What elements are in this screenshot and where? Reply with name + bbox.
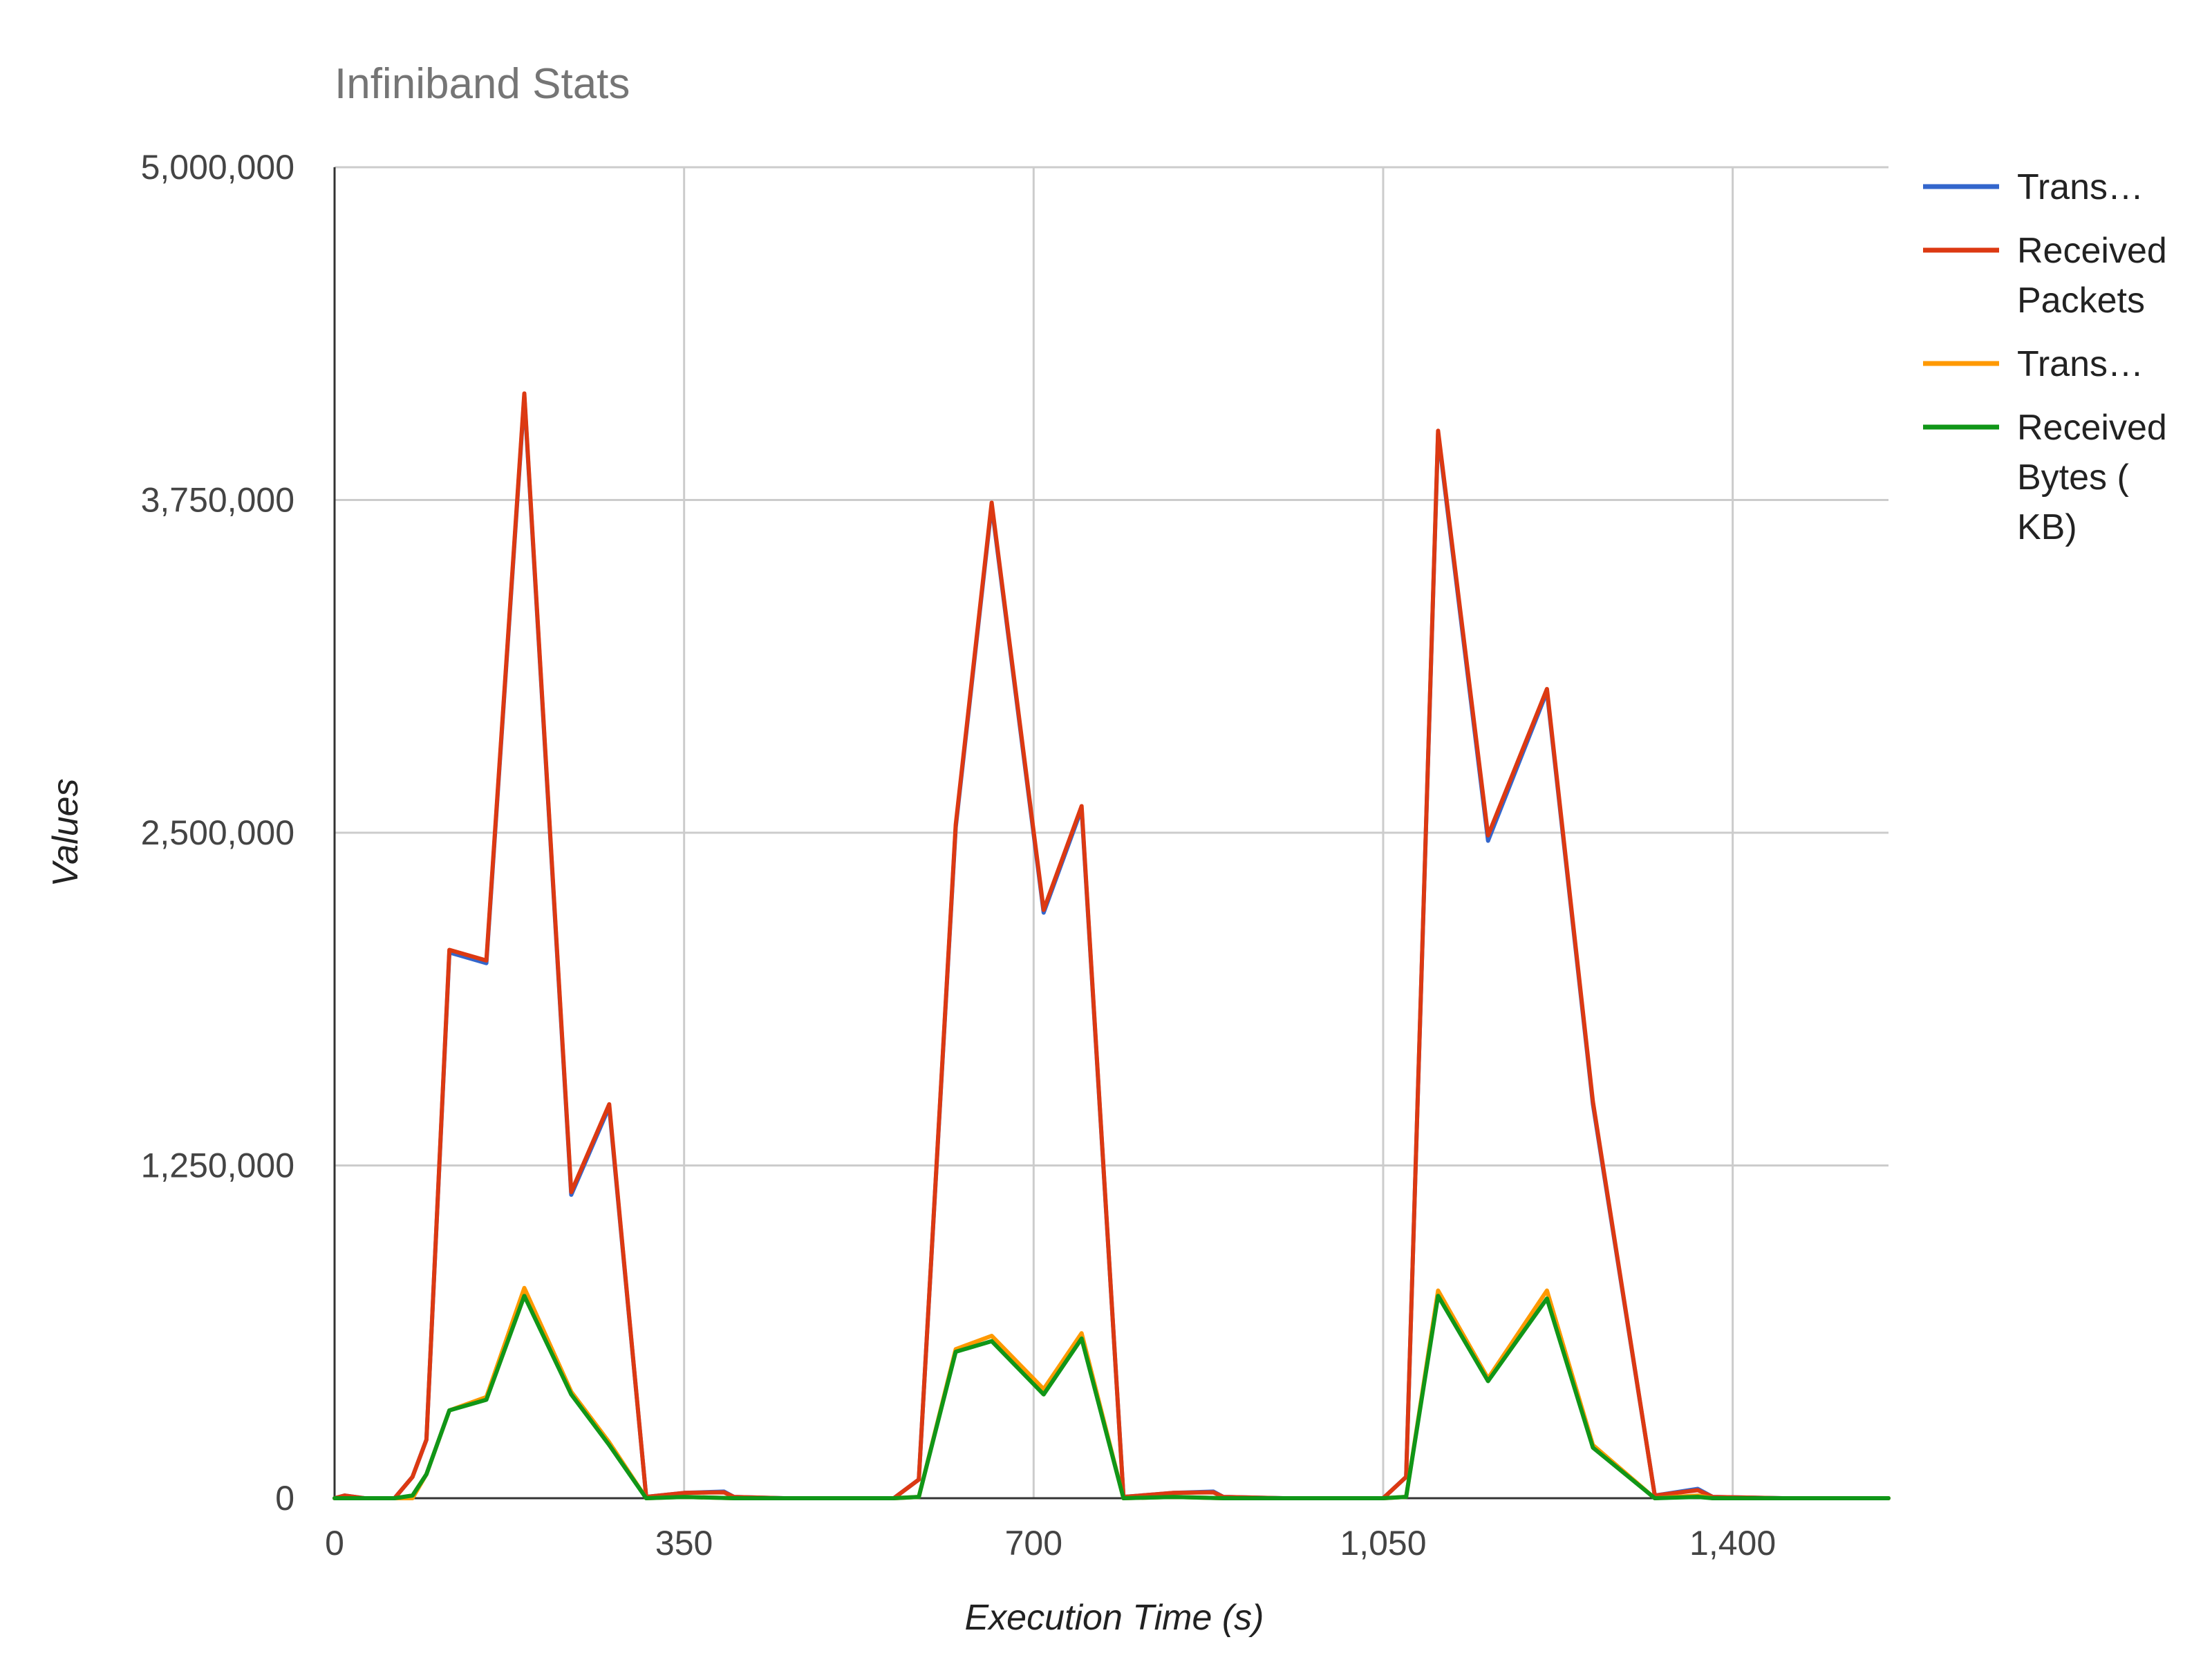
- y-tick-label: 0: [275, 1479, 294, 1518]
- legend-item-1[interactable]: Trans…: [1923, 167, 2144, 207]
- tick-labels: 0 1,250,000 2,500,000 3,750,000 5,000,000 0 35…: [141, 148, 1777, 1562]
- legend-label: KB): [2017, 507, 2077, 547]
- legend[interactable]: Trans… Received Packets Trans… Received Bytes…: [1923, 167, 2167, 547]
- y-tick-label: 5,000,000: [141, 148, 294, 187]
- series-lines: [332, 391, 1891, 1500]
- y-tick-label: 3,750,000: [141, 481, 294, 520]
- legend-item-3[interactable]: Trans…: [1923, 344, 2144, 384]
- legend-label: Packets: [2017, 281, 2145, 321]
- y-tick-label: 2,500,000: [141, 813, 294, 852]
- series-line-2[interactable]: [332, 391, 1891, 1500]
- legend-label: Bytes (: [2017, 457, 2129, 498]
- legend-item-4[interactable]: Received Bytes ( KB): [1923, 408, 2167, 547]
- axes: [333, 167, 1888, 1500]
- x-tick-label: 1,400: [1689, 1524, 1776, 1562]
- x-tick-label: 1,050: [1340, 1524, 1426, 1562]
- x-tick-label: 700: [1005, 1524, 1062, 1562]
- legend-item-2[interactable]: Received Packets: [1923, 231, 2167, 321]
- legend-label: Received: [2017, 408, 2167, 448]
- x-tick-label: 350: [655, 1524, 713, 1562]
- legend-label: Received: [2017, 231, 2167, 271]
- legend-label: Trans…: [2017, 344, 2144, 384]
- x-axis-title: Execution Time (s): [965, 1598, 1264, 1638]
- x-tick-label: 0: [325, 1524, 344, 1562]
- legend-label: Trans…: [2017, 167, 2144, 207]
- y-tick-label: 1,250,000: [141, 1146, 294, 1185]
- chart-title: Infiniband Stats: [335, 60, 630, 108]
- y-axis-title: Values: [46, 778, 86, 887]
- series-line-4[interactable]: [332, 1294, 1891, 1500]
